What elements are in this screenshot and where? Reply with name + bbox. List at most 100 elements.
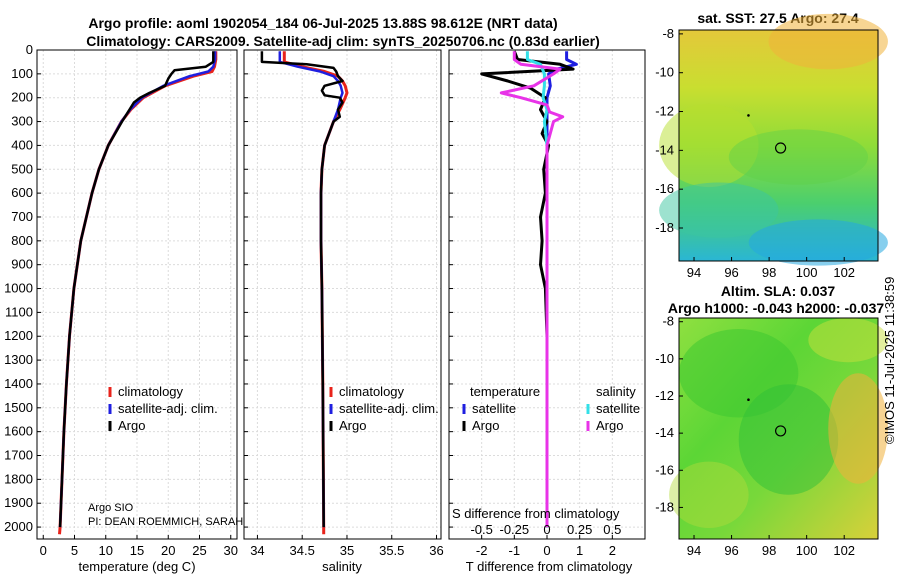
sla-map-xtick-label: 94 — [687, 543, 701, 558]
sla-map-ytick-label: -14 — [655, 425, 674, 440]
difference-panel: -2 -1 0 1 2 S difference from climatology -0… — [448, 49, 646, 574]
figure-title-line1: Argo profile: aoml 1902054_184 06-Jul-20… — [88, 15, 557, 31]
temperature-legend-label: Argo — [118, 418, 145, 433]
sla-map-ytick-label: -16 — [655, 462, 674, 477]
sla-map-title: Altim. SLA: 0.037 — [721, 283, 836, 299]
temperature-xlabel: temperature (deg C) — [78, 559, 195, 574]
difference-salinity-legend-label: Argo — [596, 418, 623, 433]
depth-tick-label: 1400 — [4, 376, 33, 391]
sst-map-ytick-label: -10 — [655, 65, 674, 80]
difference-xtick-label: -1 — [509, 543, 521, 558]
sla-map-argo-location-marker — [775, 425, 787, 437]
sst-map-color-patch — [659, 182, 779, 238]
depth-tick-label: 200 — [11, 90, 33, 105]
depth-tick-label: 700 — [11, 209, 33, 224]
s-difference-tick-label: 0.5 — [603, 522, 621, 537]
sla-map-ytick-label: -10 — [655, 351, 674, 366]
difference-series-s-argo — [499, 51, 565, 528]
sla-map-xtick-label: 98 — [762, 543, 776, 558]
s-difference-tick-label: -0.25 — [500, 522, 530, 537]
difference-temperature-legend-label: satellite — [472, 401, 516, 416]
depth-tick-label: 1200 — [4, 328, 33, 343]
depth-tick-label: 2000 — [4, 519, 33, 534]
salinity-xtick-label: 34.5 — [290, 543, 315, 558]
sst-map-ytick-label: -8 — [662, 26, 674, 41]
sla-map-ytick-label: -18 — [655, 499, 674, 514]
depth-tick-label: 1900 — [4, 495, 33, 510]
s-difference-tick-label: 0 — [543, 522, 550, 537]
temperature-series-climatology — [58, 51, 218, 535]
salinity-legend-label: Argo — [339, 418, 366, 433]
sst-map-ytick-label: -18 — [655, 220, 674, 235]
difference-xtick-label: 0 — [543, 543, 550, 558]
difference-series-t-argo — [480, 50, 575, 528]
imos-timestamp-label: ©IMOS 11-Jul-2025 11:38:59 — [882, 277, 897, 444]
salinity-legend-label: satellite-adj. clim. — [339, 401, 439, 416]
salinity-panel: 34 34.5 35 35.5 36 salinity climatology satel… — [243, 49, 444, 574]
sst-map-argo-location-marker — [775, 142, 787, 154]
sla-map-color-patch — [828, 373, 888, 484]
sla-map-ytick-label: -8 — [662, 314, 674, 329]
sst-map-island-dot — [747, 114, 750, 117]
difference-salinity-legend-label: satellite — [596, 401, 640, 416]
salinity-xtick-label: 34 — [250, 543, 264, 558]
sst-map-xtick-label: 94 — [687, 265, 701, 280]
salinity-xlabel: salinity — [322, 559, 362, 574]
salinity-xtick-label: 35 — [340, 543, 354, 558]
sst-map-color-patch — [748, 219, 888, 266]
sst-map-xtick-label: 98 — [762, 265, 776, 280]
salinity-xtick-label: 35.5 — [379, 543, 404, 558]
sst-map-color-patch — [728, 129, 869, 185]
depth-tick-label: 1100 — [5, 304, 33, 319]
sla-map-frame — [678, 317, 879, 540]
difference-temperature-legend-label: Argo — [472, 418, 499, 433]
depth-tick-label: 100 — [11, 66, 33, 81]
sla-map-panel: Altim. SLA: 0.037 Argo h1000: -0.043 h20… — [655, 283, 888, 558]
depth-tick-label: 1000 — [4, 281, 33, 296]
sst-map-xtick-label: 102 — [833, 265, 855, 280]
sla-map-island-dot — [747, 398, 750, 402]
depth-tick-label: 800 — [11, 233, 33, 248]
salinity-series-argo — [260, 51, 344, 528]
salinity-legend-title: salinity — [596, 384, 636, 399]
s-difference-tick-label: -0.5 — [470, 522, 492, 537]
sst-map-ytick-label: -16 — [655, 181, 674, 196]
depth-tick-label: 1800 — [4, 471, 33, 486]
depth-tick-label: 300 — [11, 114, 33, 129]
temperature-xtick-label: 15 — [130, 543, 144, 558]
sst-map-panel: sat. SST: 27.5 Argo: 27.4 94 96 98 100 102-8… — [655, 10, 888, 280]
sst-map-ytick-label: -12 — [655, 104, 674, 119]
depth-tick-label: 1700 — [4, 448, 33, 463]
difference-xtick-label: 2 — [609, 543, 616, 558]
temperature-series-argo — [58, 51, 215, 528]
sst-map-frame — [678, 29, 879, 262]
difference-xtick-label: -2 — [476, 543, 488, 558]
depth-tick-label: 600 — [11, 185, 33, 200]
temperature-xtick-label: 30 — [224, 543, 238, 558]
sla-map-color-patch — [808, 318, 888, 363]
sla-map-xtick-label: 100 — [796, 543, 818, 558]
sla-map-ytick-label: -12 — [655, 388, 674, 403]
sla-map-xtick-label: 102 — [833, 543, 855, 558]
depth-tick-label: 0 — [26, 42, 33, 57]
depth-tick-label: 1300 — [4, 352, 33, 367]
temperature-legend-title: temperature — [470, 384, 540, 399]
s-difference-label: S difference from climatology — [452, 506, 620, 521]
temperature-xtick-label: 0 — [40, 543, 47, 558]
salinity-series-climatology — [282, 51, 349, 535]
argo-institution-text: Argo SIO — [88, 502, 134, 514]
depth-tick-label: 900 — [11, 257, 33, 272]
temperature-xtick-label: 10 — [99, 543, 113, 558]
salinity-xtick-label: 36 — [429, 543, 443, 558]
figure-title-line2: Climatology: CARS2009. Satellite-adj cli… — [86, 33, 600, 49]
sst-map-color-patch — [659, 103, 759, 188]
depth-tick-label: 400 — [11, 137, 33, 152]
temperature-xtick-label: 25 — [192, 543, 206, 558]
temperature-legend-label: climatology — [118, 384, 184, 399]
s-difference-tick-label: 0.25 — [567, 522, 592, 537]
sla-map-color-patch — [738, 384, 839, 495]
sst-map-color-patch — [768, 13, 888, 70]
sst-map-xtick-label: 96 — [724, 265, 738, 280]
temperature-xtick-label: 20 — [161, 543, 175, 558]
sla-map-xtick-label: 96 — [724, 543, 738, 558]
